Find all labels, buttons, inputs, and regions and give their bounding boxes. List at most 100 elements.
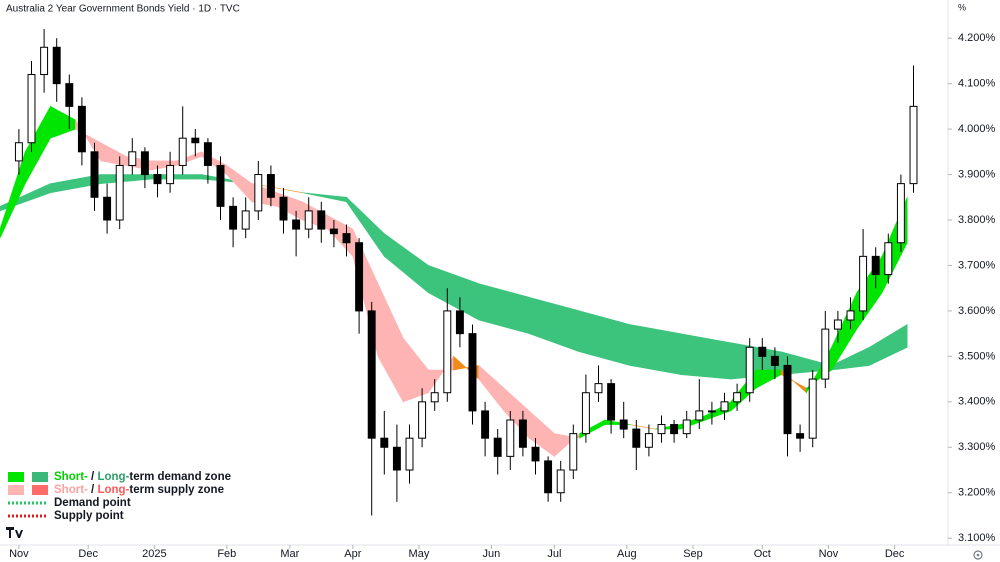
candle-body (304, 210, 313, 230)
legend-text: Short- (54, 484, 88, 496)
candle-body (758, 346, 767, 357)
legend-swatch (8, 485, 24, 495)
candle-body (670, 424, 679, 435)
candle-body (468, 333, 477, 412)
y-tick-label: 3.600% (958, 305, 996, 317)
candle-body (178, 137, 187, 166)
candle-body (405, 437, 414, 471)
candle-body (128, 151, 137, 166)
legend-text: Supply point (54, 510, 124, 522)
legend-swatch (32, 472, 48, 482)
candle-body (40, 46, 49, 76)
chart-title: Australia 2 Year Government Bonds Yield … (6, 4, 240, 15)
candle-body (745, 346, 754, 394)
candle-body (166, 164, 175, 185)
candle-body (153, 174, 162, 185)
candle-body (266, 174, 275, 198)
candle-body (632, 428, 641, 448)
candle-body (329, 228, 338, 235)
settings-icon[interactable] (973, 550, 983, 560)
candle-body (859, 255, 868, 312)
candle-body (229, 205, 238, 230)
y-tick-label: 3.500% (958, 350, 996, 362)
zone-segment (869, 324, 908, 366)
legend-text: Long- (97, 471, 129, 483)
candle-body (909, 105, 918, 185)
x-tick-label: Dec (78, 548, 98, 560)
candle-body (896, 183, 905, 244)
candle-body (884, 242, 893, 276)
y-tick-label: 4.000% (958, 123, 996, 135)
candle-body (90, 151, 99, 198)
candle-body (556, 469, 565, 494)
candle-body (380, 437, 389, 448)
x-tick-label: Sep (683, 548, 703, 560)
candle-body (481, 410, 490, 439)
candle-body (455, 310, 464, 335)
candle-body (279, 196, 288, 221)
candle-body (707, 410, 716, 413)
candle-body (367, 310, 376, 439)
candle-body (770, 355, 779, 366)
plot-area (0, 29, 918, 516)
candle-body (796, 433, 805, 439)
candle-body (607, 383, 616, 421)
candle-body (846, 310, 855, 321)
candle-body (65, 83, 74, 107)
legend-label: Demand point (54, 497, 131, 509)
candle-body (27, 74, 36, 144)
y-tick-label: 4.100% (958, 78, 996, 90)
legend-text: / (88, 484, 98, 496)
y-tick-label: 3.800% (958, 214, 996, 226)
candle-body (594, 383, 603, 394)
candle-body (733, 392, 742, 403)
candle-body (191, 137, 200, 144)
x-tick-label: 2025 (142, 548, 166, 560)
x-tick-label: Feb (217, 548, 236, 560)
candle-body (115, 164, 124, 221)
candle-body (140, 151, 149, 176)
candle-body (871, 255, 880, 276)
candle-body (493, 437, 502, 457)
legend-label: Short- / Long-term demand zone (54, 471, 231, 483)
legend-swatch (8, 472, 24, 482)
candle-body (531, 446, 540, 462)
candle-body (292, 219, 301, 230)
candle-body (506, 419, 515, 457)
candle-body (52, 46, 61, 85)
candle-body (430, 392, 439, 403)
y-tick-label: 3.900% (958, 168, 996, 180)
candle-body (342, 233, 351, 244)
y-tick-label: 3.300% (958, 441, 996, 453)
x-tick-label: Oct (754, 548, 771, 560)
x-tick-label: Nov (819, 548, 839, 560)
candle-body (77, 105, 86, 153)
legend-text: Short- (54, 471, 88, 483)
x-tick-label: Apr (344, 548, 361, 560)
candle-body (581, 392, 590, 435)
candle-body (317, 210, 326, 230)
candle-body (808, 378, 817, 439)
x-tick-label: Dec (885, 548, 905, 560)
y-tick-label: 3.100% (958, 532, 996, 544)
candle-body (103, 196, 112, 221)
x-tick-label: May (409, 548, 430, 560)
axis-unit: % (958, 2, 966, 12)
zone-segment (629, 324, 681, 375)
x-tick-label: Aug (617, 548, 637, 560)
candle-body (254, 174, 263, 212)
candle-body (783, 364, 792, 435)
candle-body (682, 419, 691, 435)
legend-text: / (88, 471, 98, 483)
candle-body (355, 242, 364, 312)
y-tick-label: 4.200% (958, 32, 996, 44)
candle-body (241, 210, 250, 230)
candle-body (392, 446, 401, 471)
legend-label: Supply point (54, 510, 124, 522)
legend-text: term demand zone (129, 471, 231, 483)
legend-swatch (32, 485, 48, 495)
legend-label: Short- / Long-term supply zone (54, 484, 224, 496)
candle-body (619, 419, 628, 430)
